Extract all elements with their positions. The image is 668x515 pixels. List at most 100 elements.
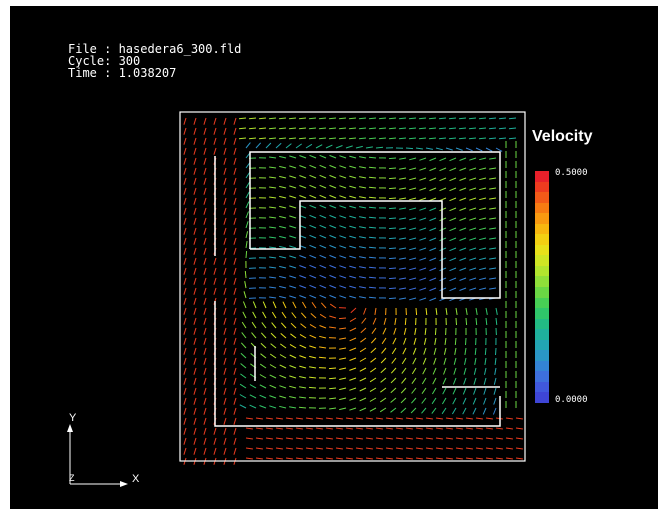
velocity-vector (203, 437, 207, 445)
velocity-vector (435, 437, 443, 440)
velocity-vector (289, 354, 297, 359)
velocity-vector (245, 181, 251, 189)
velocity-vector (415, 417, 423, 420)
velocity-vector (255, 437, 263, 440)
visualization-viewport[interactable]: File : hasedera6_300.fld Cycle: 300 Time… (10, 6, 658, 509)
velocity-vector (381, 347, 387, 354)
velocity-vector (233, 207, 237, 215)
velocity-vector (245, 250, 248, 259)
velocity-vector (292, 301, 297, 309)
velocity-vector (183, 237, 187, 245)
velocity-vector (488, 137, 497, 140)
velocity-vector (315, 417, 323, 420)
velocity-vector (400, 407, 407, 414)
velocity-vector (469, 207, 477, 211)
velocity-vector (223, 117, 227, 125)
velocity-vector (485, 437, 493, 440)
velocity-vector (399, 227, 407, 230)
velocity-vector (465, 447, 473, 450)
velocity-vector (495, 307, 498, 315)
time-label: Time : 1.038207 (68, 66, 177, 80)
legend-swatch (535, 371, 549, 382)
velocity-vector (213, 147, 217, 155)
velocity-vector (295, 457, 303, 460)
velocity-vector (309, 345, 317, 349)
velocity-vector (308, 127, 317, 130)
velocity-vector (388, 227, 397, 230)
velocity-vector (345, 427, 353, 430)
velocity-vector (279, 354, 287, 359)
velocity-vector (245, 211, 249, 219)
velocity-vector (203, 337, 207, 345)
velocity-vector (183, 417, 187, 425)
velocity-vector (401, 367, 407, 374)
velocity-vector (271, 322, 277, 329)
velocity-vector (369, 387, 377, 393)
velocity-vector (391, 347, 397, 355)
velocity-vector (223, 387, 227, 395)
velocity-vector (233, 387, 237, 395)
velocity-vector (335, 437, 343, 440)
velocity-vector (359, 206, 367, 209)
velocity-vector (183, 227, 187, 235)
velocity-vector (459, 167, 467, 171)
velocity-vector (349, 165, 357, 169)
velocity-vector (368, 226, 377, 229)
velocity-vector (359, 166, 367, 169)
velocity-vector (298, 127, 307, 130)
velocity-vector (279, 195, 287, 199)
velocity-vector (469, 197, 477, 201)
velocity-vector (375, 427, 383, 430)
velocity-vector (309, 154, 317, 159)
velocity-vector (472, 397, 477, 405)
velocity-vector (465, 437, 473, 440)
velocity-vector (295, 437, 303, 440)
velocity-vector (335, 427, 343, 430)
velocity-vector (233, 307, 237, 315)
velocity-vector (203, 387, 207, 395)
velocity-vector (245, 437, 253, 440)
velocity-vector (335, 457, 343, 460)
velocity-vector (429, 287, 437, 292)
velocity-vector (193, 237, 197, 245)
velocity-vector (403, 327, 407, 335)
velocity-vector (183, 407, 187, 415)
legend-swatch (535, 308, 549, 319)
velocity-vector (405, 457, 413, 460)
velocity-vector (203, 187, 207, 195)
velocity-vector (359, 387, 367, 392)
velocity-vector (419, 287, 427, 291)
velocity-vector (415, 447, 423, 450)
velocity-vector (223, 287, 227, 295)
velocity-vector (203, 197, 207, 205)
velocity-vector (479, 187, 487, 191)
velocity-vector (365, 427, 373, 430)
velocity-vector (318, 117, 327, 120)
velocity-vector (388, 197, 397, 200)
velocity-vector (459, 237, 467, 241)
velocity-vector (409, 197, 417, 201)
velocity-vector (258, 117, 267, 120)
velocity-vector (223, 137, 227, 145)
velocity-vector (339, 165, 347, 169)
velocity-vector (369, 397, 377, 402)
velocity-vector (269, 395, 277, 399)
velocity-vector (495, 437, 503, 440)
velocity-vector (315, 144, 323, 149)
velocity-vector (409, 207, 417, 211)
velocity-vector (233, 247, 237, 255)
velocity-vector (432, 367, 437, 375)
velocity-vector (409, 297, 417, 301)
velocity-vector (459, 247, 467, 251)
velocity-vector (489, 167, 497, 170)
velocity-vector (245, 171, 251, 179)
velocity-vector (388, 207, 397, 210)
velocity-vector (299, 265, 307, 269)
velocity-vector (349, 175, 357, 179)
velocity-vector (485, 417, 493, 420)
velocity-vector (233, 327, 237, 335)
velocity-vector (262, 301, 267, 309)
velocity-vector (213, 427, 217, 435)
velocity-vector (183, 167, 187, 175)
velocity-vector (289, 225, 297, 229)
